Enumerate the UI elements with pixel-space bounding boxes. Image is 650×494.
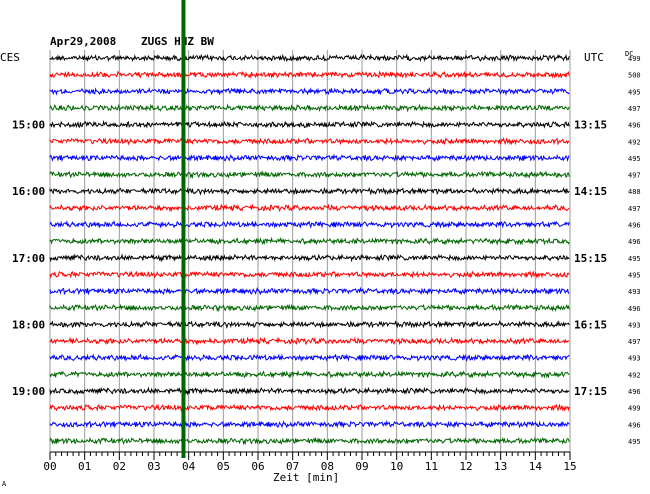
dc-value-label: 496 xyxy=(628,421,641,429)
dc-value-label: 493 xyxy=(628,288,641,296)
dc-value-label: 496 xyxy=(628,222,641,230)
seismic-trace xyxy=(49,270,570,279)
dc-value-label: 497 xyxy=(628,172,641,180)
x-tick-label: 04 xyxy=(182,460,196,473)
x-tick-label: 05 xyxy=(217,460,230,473)
seismic-trace xyxy=(49,253,570,263)
right-hour-label: 17:15 xyxy=(574,385,607,398)
left-hour-label: 16:00 xyxy=(12,185,45,198)
seismic-trace xyxy=(49,353,570,363)
dc-value-label: 500 xyxy=(628,72,641,80)
left-timezone-label: CES xyxy=(0,51,20,64)
right-timezone-label: UTC xyxy=(584,51,604,64)
seismic-trace xyxy=(49,53,570,63)
left-hour-label: 17:00 xyxy=(12,252,45,265)
dc-value-label: 493 xyxy=(628,355,641,363)
dc-value-label: 497 xyxy=(628,205,641,213)
dc-value-label: 495 xyxy=(628,438,641,446)
seismic-trace xyxy=(49,286,570,296)
dc-value-label: 492 xyxy=(628,371,641,379)
seismic-trace xyxy=(49,186,570,196)
seismic-trace xyxy=(49,386,570,396)
seismic-trace xyxy=(49,236,570,246)
corner-mark: A xyxy=(2,480,7,488)
dc-value-label: 496 xyxy=(628,388,641,396)
dc-value-label: 496 xyxy=(628,122,641,130)
seismic-trace xyxy=(49,303,570,313)
dc-value-label: 496 xyxy=(628,238,641,246)
x-tick-label: 01 xyxy=(78,460,91,473)
seismic-trace xyxy=(49,103,570,113)
right-hour-label: 15:15 xyxy=(574,252,607,265)
right-hour-label: 13:15 xyxy=(574,119,607,132)
dc-value-label: 497 xyxy=(628,338,641,346)
x-tick-label: 00 xyxy=(43,460,56,473)
seismic-trace xyxy=(49,436,570,446)
event-marker-line xyxy=(181,0,186,458)
x-tick-label: 03 xyxy=(147,460,160,473)
dc-value-label: 493 xyxy=(628,321,641,329)
x-tick-label: 07 xyxy=(286,460,299,473)
dc-value-label: 495 xyxy=(628,155,641,163)
left-hour-label: 18:00 xyxy=(12,318,45,331)
dc-header-label: DC xyxy=(625,50,633,58)
seismic-trace xyxy=(49,86,570,96)
x-tick-label: 11 xyxy=(425,460,438,473)
chart-station: ZUGS HHZ BW xyxy=(141,35,214,48)
seismic-trace xyxy=(49,136,570,146)
seismic-trace xyxy=(49,369,570,379)
seismic-trace xyxy=(49,70,570,80)
chart-date: Apr29,2008 xyxy=(50,35,116,48)
dc-value-label: 499 xyxy=(628,55,641,63)
x-tick-label: 08 xyxy=(321,460,334,473)
dc-value-label: 497 xyxy=(628,105,641,113)
right-hour-label: 14:15 xyxy=(574,185,607,198)
left-hour-label: 15:00 xyxy=(12,119,45,132)
x-tick-label: 14 xyxy=(529,460,543,473)
x-tick-label: 02 xyxy=(113,460,126,473)
right-hour-label: 16:15 xyxy=(574,318,607,331)
dc-value-label: 495 xyxy=(628,271,641,279)
x-tick-label: 06 xyxy=(251,460,264,473)
dc-value-label: 488 xyxy=(628,188,641,196)
seismic-trace xyxy=(49,203,570,213)
x-axis-label: Zeit [min] xyxy=(273,471,339,484)
x-tick-label: 10 xyxy=(390,460,403,473)
x-tick-label: 09 xyxy=(355,460,368,473)
seismic-trace xyxy=(49,220,570,229)
seismic-trace xyxy=(49,119,570,129)
left-hour-label: 19:00 xyxy=(12,385,45,398)
seismic-trace xyxy=(49,170,570,180)
seismic-trace xyxy=(49,336,570,346)
seismic-trace xyxy=(49,153,570,163)
seismic-trace xyxy=(49,419,570,429)
seismic-trace xyxy=(49,320,570,329)
seismic-trace xyxy=(49,403,570,412)
x-tick-label: 12 xyxy=(459,460,472,473)
dc-value-label: 495 xyxy=(628,255,641,263)
x-tick-label: 13 xyxy=(494,460,507,473)
dc-value-label: 492 xyxy=(628,138,641,146)
dc-value-label: 496 xyxy=(628,305,641,313)
dc-value-label: 499 xyxy=(628,405,641,413)
x-tick-label: 15 xyxy=(563,460,576,473)
dc-value-label: 495 xyxy=(628,88,641,96)
